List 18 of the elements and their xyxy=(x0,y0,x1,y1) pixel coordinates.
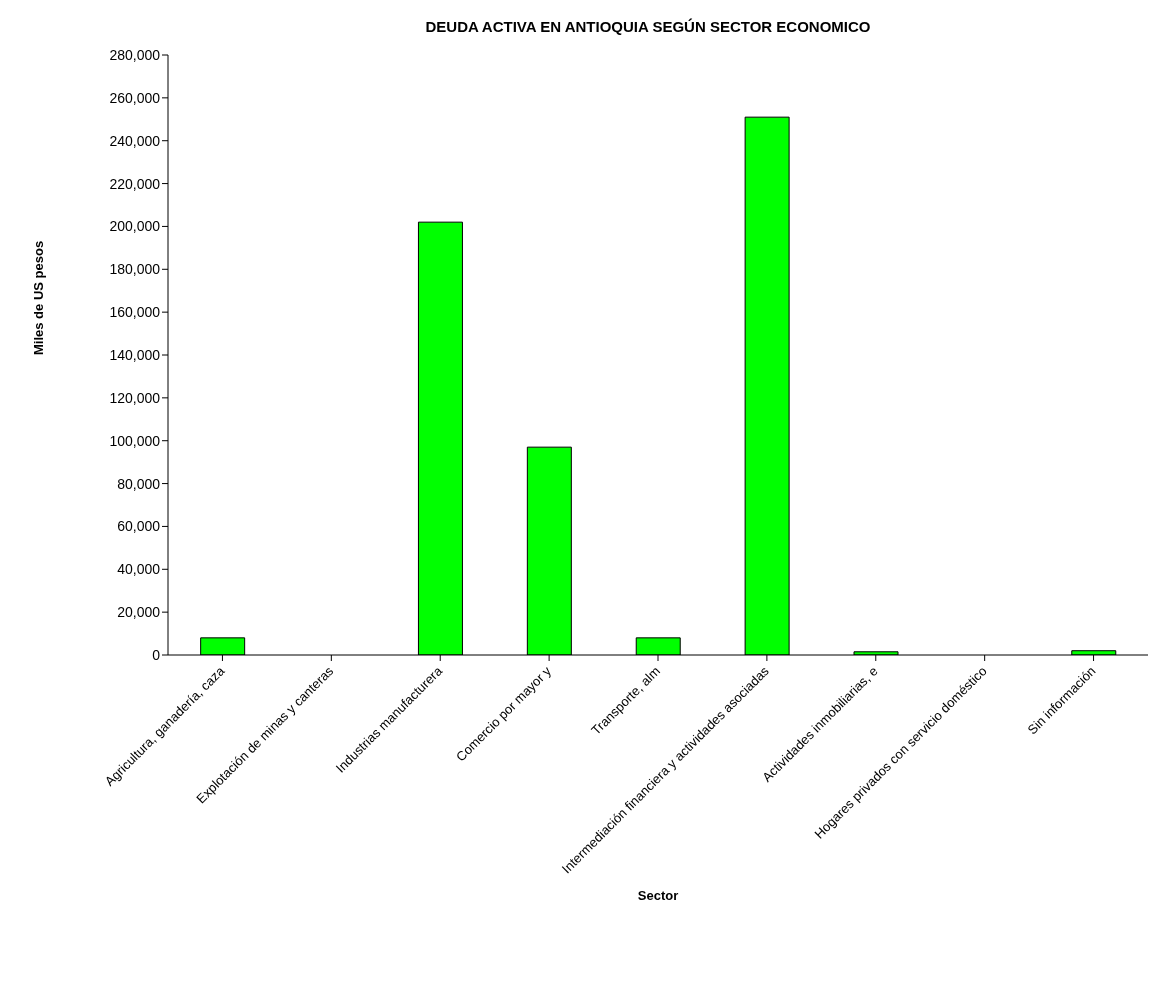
y-axis-title: Miles de US pesos xyxy=(30,240,46,355)
y-tick-label: 240,000 xyxy=(109,132,161,149)
y-tick-label: 260,000 xyxy=(109,89,161,106)
x-axis-title: Sector xyxy=(637,888,679,903)
y-tick-label: 80,000 xyxy=(117,475,161,492)
y-tick-label: 280,000 xyxy=(109,46,161,63)
y-tick-label: 40,000 xyxy=(117,561,161,578)
y-tick-label: 160,000 xyxy=(109,304,161,321)
y-tick-label: 20,000 xyxy=(117,604,161,621)
chart-title: DEUDA ACTIVA EN ANTIOQUIA SEGÚN SECTOR ECONOMICO xyxy=(424,17,872,35)
y-tick-label: 220,000 xyxy=(109,175,161,192)
y-tick-label: 120,000 xyxy=(109,389,161,406)
y-tick-label: 140,000 xyxy=(109,346,161,363)
y-tick-label: 0 xyxy=(152,646,161,663)
y-tick-label: 200,000 xyxy=(109,218,161,235)
y-tick-label: 100,000 xyxy=(109,432,161,449)
y-tick-label: 60,000 xyxy=(117,518,161,535)
y-tick-label: 180,000 xyxy=(109,261,161,278)
